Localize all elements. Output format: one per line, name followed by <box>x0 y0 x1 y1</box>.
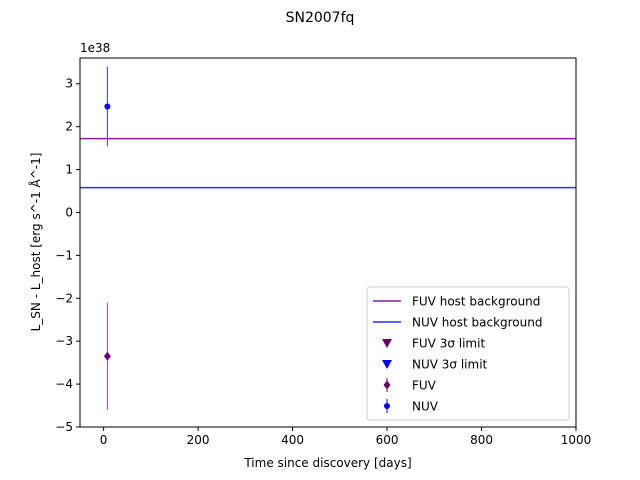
y-tick-label: 2 <box>65 120 73 134</box>
legend-fuv-swatch <box>383 380 391 390</box>
legend-fuv-label: FUV <box>412 379 437 393</box>
axes-frame <box>79 57 577 428</box>
y-tick-label: −2 <box>55 291 73 305</box>
nuv-point <box>104 103 111 110</box>
plot-area <box>80 66 576 410</box>
x-axis-label: Time since discovery [days] <box>243 456 411 470</box>
y-tick-label: −1 <box>55 248 73 262</box>
y-axis: −5 −4 −3 −2 −1 0 1 2 3 <box>55 77 80 434</box>
legend-nuv-3σ-limit-label: NUV 3σ limit <box>412 358 488 372</box>
y-tick-label: −4 <box>55 377 73 391</box>
x-tick-label: 800 <box>470 433 493 447</box>
legend: FUV host background NUV host background FU… <box>366 286 570 421</box>
y-offset-label: 1e38 <box>80 41 110 55</box>
x-axis: 0 200 400 600 800 1000 <box>100 427 591 447</box>
legend-fuv-host-background-label: FUV host background <box>412 295 540 309</box>
legend-nuv-label: NUV <box>412 400 439 414</box>
y-tick-label: −5 <box>55 420 73 434</box>
chart-title: SN2007fq <box>286 10 355 26</box>
legend-nuv-swatch <box>384 403 390 409</box>
y-tick-label: −3 <box>55 334 73 348</box>
fuv-point <box>103 351 111 361</box>
x-tick-label: 400 <box>281 433 304 447</box>
legend-box <box>366 286 570 421</box>
legend-nuv-host-background-label: NUV host background <box>412 316 542 330</box>
x-tick-label: 0 <box>100 433 108 447</box>
x-tick-label: 600 <box>376 433 399 447</box>
legend-nuv-3σ-limit-swatch <box>382 360 392 369</box>
legend-fuv-3σ-limit-swatch <box>382 339 392 348</box>
y-axis-label: L_SN - L_host [erg s^-1 Å^-1] <box>28 153 43 332</box>
y-tick-label: 0 <box>65 205 73 219</box>
y-tick-label: 3 <box>65 77 73 91</box>
x-tick-label: 200 <box>187 433 210 447</box>
x-tick-label: 1000 <box>561 433 592 447</box>
legend-fuv-3σ-limit-label: FUV 3σ limit <box>412 337 485 351</box>
y-tick-label: 1 <box>65 163 73 177</box>
